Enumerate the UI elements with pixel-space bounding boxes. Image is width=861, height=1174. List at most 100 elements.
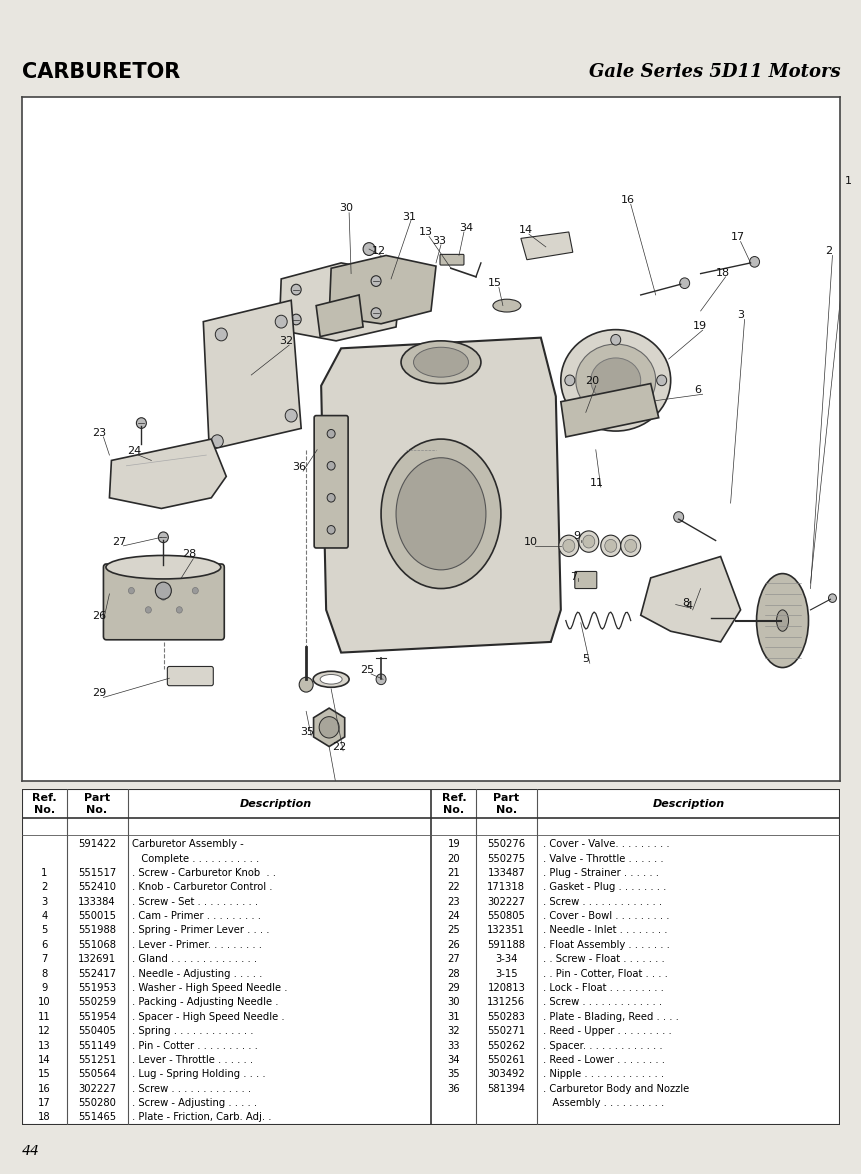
Text: 10: 10 bbox=[38, 998, 51, 1007]
Text: . Gasket - Plug . . . . . . . .: . Gasket - Plug . . . . . . . . bbox=[542, 883, 666, 892]
Circle shape bbox=[136, 418, 146, 429]
Text: 7: 7 bbox=[570, 572, 577, 582]
Circle shape bbox=[610, 335, 620, 345]
Text: 34: 34 bbox=[458, 223, 473, 232]
Text: 551988: 551988 bbox=[77, 925, 115, 936]
Text: 550262: 550262 bbox=[486, 1040, 525, 1051]
Text: . Needle - Adjusting . . . . .: . Needle - Adjusting . . . . . bbox=[132, 969, 262, 979]
Text: . Spring . . . . . . . . . . . . .: . Spring . . . . . . . . . . . . . bbox=[132, 1026, 253, 1037]
Circle shape bbox=[327, 461, 335, 470]
Text: 133384: 133384 bbox=[78, 897, 115, 906]
Text: 591188: 591188 bbox=[486, 940, 524, 950]
Text: 2: 2 bbox=[824, 247, 831, 256]
Polygon shape bbox=[520, 232, 573, 259]
Text: . Cam - Primer . . . . . . . . .: . Cam - Primer . . . . . . . . . bbox=[132, 911, 261, 922]
Text: . Plate - Friction, Carb. Adj. .: . Plate - Friction, Carb. Adj. . bbox=[132, 1113, 271, 1122]
Polygon shape bbox=[203, 301, 300, 450]
Circle shape bbox=[327, 526, 335, 534]
Text: 581394: 581394 bbox=[486, 1084, 524, 1094]
Text: 552410: 552410 bbox=[77, 883, 115, 892]
Circle shape bbox=[146, 607, 152, 613]
Text: 12: 12 bbox=[372, 247, 386, 256]
Circle shape bbox=[564, 375, 574, 386]
Circle shape bbox=[558, 535, 578, 556]
Text: . Pin - Cotter . . . . . . . . . .: . Pin - Cotter . . . . . . . . . . bbox=[132, 1040, 257, 1051]
Text: 120813: 120813 bbox=[486, 983, 524, 993]
Text: 133487: 133487 bbox=[487, 868, 524, 878]
Text: 28: 28 bbox=[182, 549, 196, 559]
Ellipse shape bbox=[313, 672, 349, 687]
Text: 29: 29 bbox=[447, 983, 460, 993]
Text: 32: 32 bbox=[447, 1026, 460, 1037]
Text: 18: 18 bbox=[38, 1113, 51, 1122]
Text: . Screw . . . . . . . . . . . . .: . Screw . . . . . . . . . . . . . bbox=[542, 998, 661, 1007]
Text: 36: 36 bbox=[447, 1084, 460, 1094]
Circle shape bbox=[624, 539, 636, 552]
FancyBboxPatch shape bbox=[103, 564, 224, 640]
Circle shape bbox=[192, 587, 198, 594]
Text: 29: 29 bbox=[92, 688, 107, 699]
Text: . Cover - Valve. . . . . . . . .: . Cover - Valve. . . . . . . . . bbox=[542, 839, 669, 849]
Text: . Plug - Strainer . . . . . .: . Plug - Strainer . . . . . . bbox=[542, 868, 659, 878]
Text: 33: 33 bbox=[447, 1040, 460, 1051]
Ellipse shape bbox=[776, 610, 788, 632]
Circle shape bbox=[211, 434, 223, 447]
Text: 8: 8 bbox=[41, 969, 47, 979]
Ellipse shape bbox=[561, 330, 670, 431]
Text: 551068: 551068 bbox=[77, 940, 115, 950]
Text: 22: 22 bbox=[447, 883, 460, 892]
Text: 19: 19 bbox=[447, 839, 460, 849]
Text: 31: 31 bbox=[401, 212, 416, 222]
Text: 550261: 550261 bbox=[486, 1055, 525, 1065]
Text: 9: 9 bbox=[573, 531, 579, 541]
Text: 6: 6 bbox=[693, 385, 700, 394]
Text: 591422: 591422 bbox=[77, 839, 116, 849]
Text: . Lever - Throttle . . . . . .: . Lever - Throttle . . . . . . bbox=[132, 1055, 253, 1065]
Circle shape bbox=[582, 535, 594, 548]
Text: 14: 14 bbox=[518, 225, 532, 235]
Text: . Screw - Adjusting . . . . .: . Screw - Adjusting . . . . . bbox=[132, 1098, 257, 1108]
Text: 16: 16 bbox=[620, 195, 634, 205]
Text: . Reed - Upper . . . . . . . . .: . Reed - Upper . . . . . . . . . bbox=[542, 1026, 672, 1037]
Text: 5: 5 bbox=[41, 925, 47, 936]
Ellipse shape bbox=[319, 675, 342, 684]
Polygon shape bbox=[279, 263, 400, 340]
Text: 551517: 551517 bbox=[77, 868, 116, 878]
Text: 552417: 552417 bbox=[77, 969, 116, 979]
Text: 11: 11 bbox=[38, 1012, 51, 1021]
Text: 36: 36 bbox=[292, 461, 306, 472]
Text: 34: 34 bbox=[447, 1055, 460, 1065]
Text: 27: 27 bbox=[447, 954, 460, 964]
Text: 25: 25 bbox=[447, 925, 460, 936]
FancyBboxPatch shape bbox=[574, 572, 596, 588]
Text: 3: 3 bbox=[41, 897, 47, 906]
Polygon shape bbox=[321, 338, 561, 653]
Text: 25: 25 bbox=[360, 664, 374, 675]
Text: 550405: 550405 bbox=[77, 1026, 115, 1037]
Text: . Washer - High Speed Needle .: . Washer - High Speed Needle . bbox=[132, 983, 288, 993]
Polygon shape bbox=[313, 708, 344, 747]
Text: 21: 21 bbox=[331, 814, 346, 824]
Text: 23: 23 bbox=[92, 427, 107, 438]
Text: 17: 17 bbox=[38, 1098, 51, 1108]
Text: 1: 1 bbox=[844, 176, 851, 185]
Circle shape bbox=[285, 410, 297, 421]
Polygon shape bbox=[329, 256, 436, 324]
Text: . Gland . . . . . . . . . . . . . .: . Gland . . . . . . . . . . . . . . bbox=[132, 954, 257, 964]
Text: 30: 30 bbox=[447, 998, 460, 1007]
Text: . Spring - Primer Lever . . . .: . Spring - Primer Lever . . . . bbox=[132, 925, 269, 936]
Circle shape bbox=[215, 328, 227, 340]
Text: 7: 7 bbox=[41, 954, 47, 964]
Text: 28: 28 bbox=[447, 969, 460, 979]
Circle shape bbox=[291, 315, 300, 325]
Circle shape bbox=[291, 284, 300, 295]
Text: 11: 11 bbox=[589, 478, 603, 488]
Text: 551954: 551954 bbox=[77, 1012, 116, 1021]
Text: 35: 35 bbox=[300, 727, 313, 736]
Text: 302227: 302227 bbox=[77, 1084, 115, 1094]
Polygon shape bbox=[561, 384, 658, 437]
Text: 550015: 550015 bbox=[77, 911, 115, 922]
FancyBboxPatch shape bbox=[167, 667, 213, 686]
Text: . . Pin - Cotter, Float . . . .: . . Pin - Cotter, Float . . . . bbox=[542, 969, 667, 979]
Text: 24: 24 bbox=[447, 911, 460, 922]
